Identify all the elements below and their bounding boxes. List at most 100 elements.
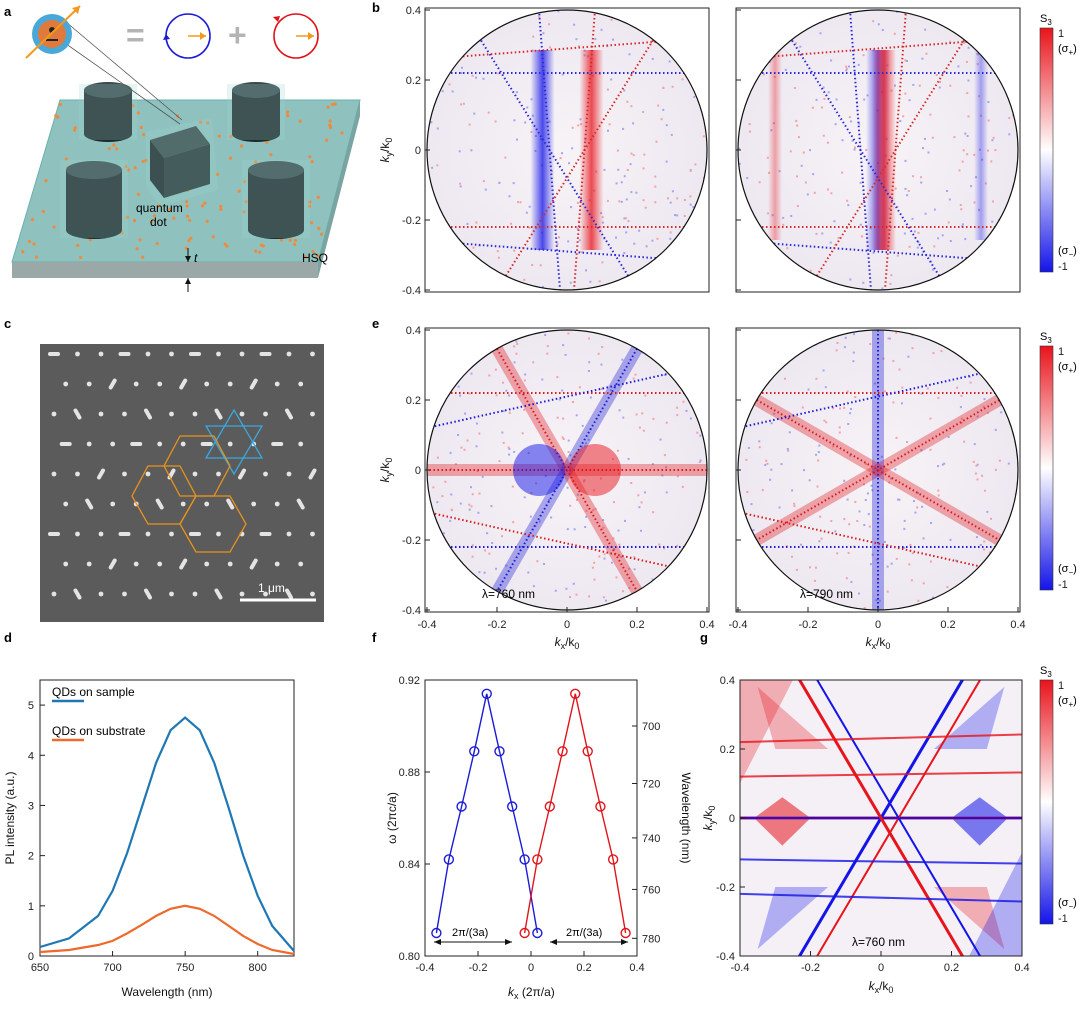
- noise-pixel: [632, 377, 635, 380]
- noise-pixel: [1006, 68, 1009, 71]
- y2-axis-label-f: Wavelength (nm): [679, 773, 693, 864]
- noise-pixel: [437, 408, 440, 411]
- noise-pixel: [746, 491, 749, 493]
- noise-pixel: [999, 557, 1002, 560]
- noise-pixel: [960, 417, 963, 420]
- dispersion-line: [427, 240, 707, 263]
- noise-pixel: [536, 560, 539, 563]
- quantum-dot: [133, 219, 137, 223]
- noise-pixel: [787, 449, 790, 452]
- noise-pixel: [705, 360, 707, 362]
- noise-pixel: [937, 465, 939, 468]
- noise-pixel: [922, 537, 925, 540]
- noise-pixel: [749, 245, 752, 248]
- noise-pixel: [689, 169, 692, 172]
- nanorod: [226, 498, 235, 510]
- noise-pixel: [757, 245, 759, 248]
- quantum-dot: [73, 126, 77, 130]
- noise-pixel: [809, 149, 811, 152]
- noise-pixel: [998, 459, 1001, 462]
- noise-pixel: [451, 90, 454, 93]
- quantum-dot: [88, 238, 92, 242]
- noise-pixel: [858, 122, 861, 125]
- noise-pixel: [451, 509, 453, 511]
- noise-pixel: [676, 544, 679, 547]
- noise-pixel: [481, 16, 484, 19]
- noise-pixel: [955, 337, 958, 339]
- noise-pixel: [683, 215, 686, 217]
- noise-pixel: [920, 181, 923, 184]
- noise-pixel: [1012, 103, 1015, 106]
- y-tick-label: 0.2: [720, 744, 735, 756]
- noise-pixel: [797, 335, 800, 338]
- noise-pixel: [769, 478, 772, 481]
- noise-pixel: [780, 463, 783, 466]
- noise-pixel: [662, 108, 665, 111]
- noise-pixel: [890, 477, 892, 480]
- noise-pixel: [669, 231, 672, 234]
- noise-pixel: [469, 335, 472, 338]
- noise-pixel: [665, 124, 668, 127]
- noise-pixel: [921, 57, 924, 60]
- noise-pixel: [846, 390, 849, 393]
- noise-pixel: [836, 552, 839, 555]
- noise-pixel: [617, 168, 620, 171]
- noise-pixel: [651, 463, 654, 466]
- noise-pixel: [470, 372, 473, 375]
- nanodisk: [145, 531, 151, 537]
- noise-pixel: [981, 268, 984, 271]
- colorbar-top-value: 1: [1058, 28, 1064, 40]
- noise-pixel: [955, 559, 958, 562]
- noise-pixel: [832, 445, 835, 448]
- noise-pixel: [660, 29, 663, 32]
- band-point: [582, 746, 593, 757]
- noise-pixel: [1001, 598, 1004, 601]
- noise-pixel: [985, 333, 988, 336]
- noise-pixel: [439, 402, 442, 405]
- noise-pixel: [986, 510, 989, 513]
- nanodisk: [63, 501, 69, 507]
- noise-pixel: [458, 150, 461, 153]
- noise-pixel: [662, 87, 665, 89]
- kx-axis-label: kx/k0: [866, 635, 891, 651]
- quantum-dot: [219, 204, 223, 208]
- noise-pixel: [569, 596, 571, 598]
- noise-pixel: [676, 197, 679, 200]
- noise-pixel: [594, 38, 597, 41]
- band-line: [435, 693, 539, 934]
- noise-pixel: [811, 106, 814, 109]
- noise-pixel: [898, 498, 901, 501]
- noise-pixel: [613, 548, 616, 550]
- noise-pixel: [786, 448, 789, 450]
- noise-pixel: [676, 475, 679, 478]
- noise-pixel: [948, 198, 951, 201]
- nanodisk: [157, 381, 163, 387]
- noise-pixel: [835, 98, 838, 101]
- quantum-dot: [135, 247, 139, 251]
- y-tick-label: 0.2: [406, 395, 421, 407]
- noise-pixel: [498, 181, 501, 184]
- noise-pixel: [602, 519, 605, 522]
- noise-pixel: [845, 69, 848, 72]
- y-tick-label: 0: [729, 813, 735, 825]
- sigma-plus-circle-icon: [273, 13, 319, 59]
- noise-pixel: [678, 58, 681, 61]
- noise-pixel: [958, 169, 961, 172]
- noise-pixel: [631, 606, 633, 608]
- nanodisk: [145, 471, 151, 477]
- y-tick-label: 0: [28, 951, 34, 963]
- legend-substrate: QDs on substrate: [52, 724, 146, 738]
- noise-pixel: [984, 49, 986, 52]
- noise-pixel: [1009, 601, 1012, 603]
- noise-pixel: [768, 20, 771, 23]
- noise-pixel: [985, 17, 988, 20]
- noise-pixel: [976, 463, 979, 466]
- noise-pixel: [817, 451, 820, 454]
- noise-pixel: [644, 394, 647, 397]
- noise-pixel: [949, 609, 952, 610]
- noise-pixel: [929, 417, 932, 420]
- quantum-dot: [112, 143, 116, 147]
- noise-pixel: [653, 582, 656, 585]
- noise-pixel: [825, 421, 828, 424]
- noise-pixel: [504, 156, 507, 159]
